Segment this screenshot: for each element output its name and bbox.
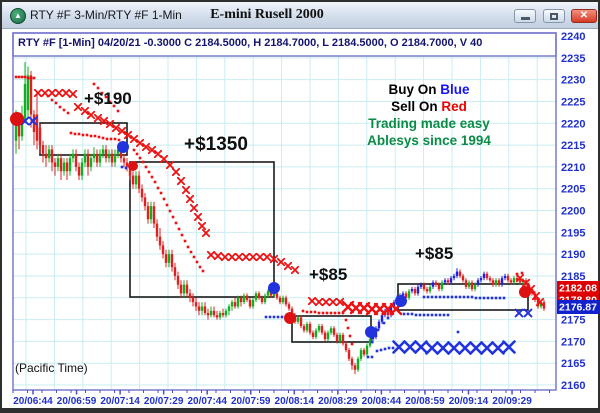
sell-signal-circle — [519, 286, 531, 298]
sell-x-markers-large — [341, 300, 403, 316]
chart-legend: Buy On Blue Sell On Red Trading made eas… — [356, 81, 502, 149]
minimize-button[interactable] — [514, 9, 536, 23]
trade-boxes — [39, 122, 529, 343]
y-axis-label: 2235 — [561, 53, 585, 65]
y-axis-label: 2230 — [561, 75, 585, 87]
x-axis-label: 20/09:14 — [449, 396, 489, 407]
buy-signal-circle — [395, 295, 407, 307]
legend-buy-word: Blue — [440, 82, 470, 97]
trade-box — [129, 161, 275, 298]
timezone-note: (Pacific Time) — [15, 361, 88, 375]
y-axis-label: 2200 — [561, 206, 585, 218]
y-axis-label: 2190 — [561, 249, 585, 261]
close-button[interactable]: ✕ — [571, 9, 597, 23]
profit-label: +$85 — [415, 244, 453, 263]
y-axis-label: 2175 — [561, 315, 585, 327]
y-axis-label: 2165 — [561, 358, 585, 370]
candlestick-series — [14, 62, 546, 375]
sell-stop-dots — [14, 75, 524, 346]
y-axis-label: 2170 — [561, 336, 585, 348]
legend-buy-line: Buy On Blue — [388, 82, 470, 97]
y-axis-label: 2205 — [561, 184, 585, 196]
y-axis-label: 2210 — [561, 162, 585, 174]
buy-signal-circle — [117, 141, 129, 153]
y-axis-label: 2225 — [561, 96, 585, 108]
profit-label: +$85 — [309, 265, 347, 284]
y-axis-label: 2185 — [561, 271, 585, 283]
window-body — [2, 28, 598, 408]
app-logo-icon: ▲ — [10, 8, 26, 24]
x-axis-label: 20/08:59 — [405, 396, 445, 407]
price-badge: 2182.08 — [559, 283, 597, 295]
x-axis-label: 20/06:44 — [13, 396, 53, 407]
signal-circles — [10, 112, 531, 338]
window-title: RTY #F 3-Min/RTY #F 1-Min — [30, 8, 182, 22]
sell-x-markers — [33, 88, 545, 307]
buy-x-markers-large — [392, 340, 516, 355]
sell-signal-circle — [284, 312, 296, 324]
y-axis-label: 2240 — [561, 31, 585, 43]
maximize-button[interactable] — [543, 9, 565, 23]
legend-tagline-2: Ablesys since 1994 — [367, 133, 491, 148]
buy-signal-circle — [365, 326, 377, 338]
minimize-icon — [520, 17, 530, 20]
sell-signal-circle — [128, 161, 138, 171]
x-axis-label: 20/08:44 — [362, 396, 402, 407]
profit-annotations: +$190 +$1350 +$85 +$85 — [84, 89, 453, 284]
y-axis-label: 2160 — [561, 380, 585, 392]
plot-border — [12, 32, 557, 391]
profit-label: +$1350 — [184, 134, 248, 155]
title-bar[interactable]: ▲ RTY #F 3-Min/RTY #F 1-Min E-mini Rusel… — [2, 2, 598, 29]
y-axis-label: 2220 — [561, 118, 585, 130]
x-axis-label: 20/08:14 — [275, 396, 315, 407]
x-axis-label: 20/07:29 — [144, 396, 184, 407]
buy-signal-circle — [268, 282, 280, 294]
y-axis-label: 2215 — [561, 140, 585, 152]
x-axis-label: 20/06:59 — [57, 396, 97, 407]
legend-sell-word: Red — [441, 99, 467, 114]
legend-tagline-1: Trading made easy — [368, 116, 490, 131]
y-axis: 2240 2235 2230 2225 2220 2215 2210 2205 2200 2195… — [561, 31, 585, 392]
sell-signal-circle — [10, 112, 24, 126]
price-badge: 2176.87 — [559, 302, 597, 314]
x-axis-label: 20/08:29 — [318, 396, 358, 407]
legend-sell-line: Sell On Red — [391, 99, 467, 114]
chart-title: E-mini Rusell 2000 — [210, 7, 324, 22]
x-axis: 20/06:44 20/06:59 20/07:14 20/07:29 20/07:44… — [12, 390, 550, 407]
y-axis-label: 2195 — [561, 227, 585, 239]
x-axis-label: 20/09:29 — [492, 396, 532, 407]
profit-label: +$190 — [84, 89, 132, 108]
maximize-icon — [550, 13, 558, 20]
x-axis-label: 20/07:44 — [187, 396, 227, 407]
x-axis-label: 20/07:14 — [100, 396, 140, 407]
x-axis-label: 20/07:59 — [231, 396, 271, 407]
quote-info-bar: RTY #F [1-Min] 04/20/21 -0.3000 C 2184.5… — [18, 37, 483, 49]
